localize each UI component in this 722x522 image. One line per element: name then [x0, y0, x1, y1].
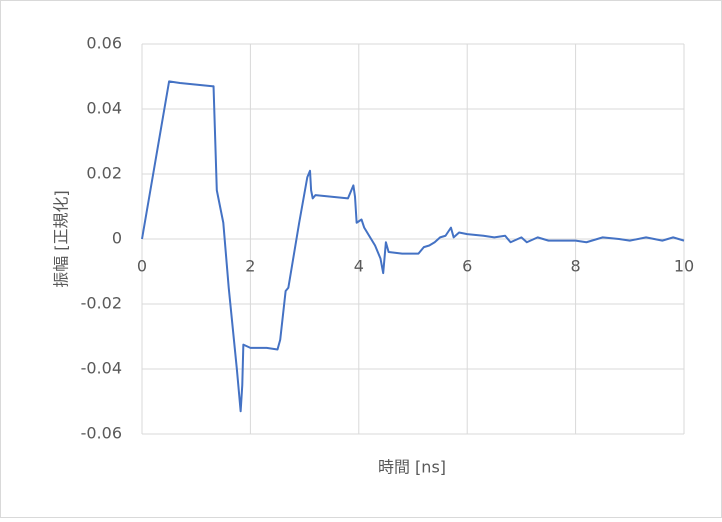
y-tick-label: 0.06 [86, 34, 122, 53]
y-tick-label: -0.02 [81, 294, 122, 313]
y-axis-label: 振幅 [正規化] [52, 190, 71, 288]
y-tick-label: 0.02 [86, 164, 122, 183]
y-tick-label: -0.06 [81, 424, 122, 443]
y-tick-label: 0.04 [86, 99, 122, 118]
x-tick-label: 10 [674, 257, 694, 276]
data-line [141, 80, 685, 413]
x-tick-label: 8 [571, 257, 581, 276]
x-tick-label: 2 [245, 257, 255, 276]
x-tick-label: 4 [354, 257, 364, 276]
x-tick-label: 0 [137, 257, 147, 276]
x-axis-label: 時間 [ns] [378, 458, 446, 477]
x-tick-label: 6 [462, 257, 472, 276]
y-tick-label: -0.04 [81, 359, 122, 378]
y-tick-label: 0 [112, 229, 122, 248]
